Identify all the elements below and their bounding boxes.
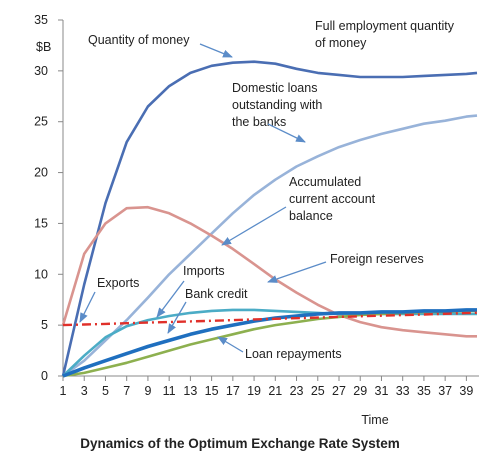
x-tick-label: 11: [163, 384, 176, 398]
y-tick-label: 20: [34, 166, 48, 180]
series-line: [62, 311, 478, 327]
x-tick-label: 9: [144, 384, 151, 398]
x-tick-label: 29: [353, 384, 367, 398]
annotation: Exports: [97, 276, 139, 290]
x-tick-label: 25: [311, 384, 325, 398]
y-tick-label: 30: [34, 64, 48, 78]
x-tick-label: 3: [81, 384, 88, 398]
annotation: Quantity of money: [88, 33, 190, 47]
annotation-arrow: [79, 291, 96, 323]
annotation-arrow: [217, 336, 244, 353]
annotation-arrow: [267, 123, 306, 143]
annotation: the banks: [232, 115, 286, 129]
y-tick-label: 15: [34, 216, 48, 230]
series-line: [62, 308, 477, 378]
y-axis-label: $B: [36, 40, 51, 54]
chart-title: Dynamics of the Optimum Exchange Rate Sy…: [80, 436, 400, 451]
y-tick-label: 35: [34, 13, 48, 27]
y-tick-label: 10: [34, 267, 48, 281]
x-tick-label: 31: [375, 384, 389, 398]
annotation: Bank credit: [185, 287, 248, 301]
annotation: of money: [315, 36, 367, 50]
y-tick-label: 5: [41, 318, 48, 332]
x-tick-label: 23: [290, 384, 304, 398]
series-line: [61, 205, 477, 338]
x-tick-label: 27: [332, 384, 346, 398]
annotation: current account: [289, 192, 376, 206]
series-line: [61, 60, 478, 377]
x-tick-label: 19: [247, 384, 261, 398]
series-line: [62, 114, 478, 378]
annotation: balance: [289, 209, 333, 223]
x-axis-label: Time: [361, 413, 388, 427]
x-tick-label: 39: [459, 384, 473, 398]
x-tick-label: 37: [438, 384, 452, 398]
x-tick-label: 21: [268, 384, 282, 398]
annotation: outstanding with: [232, 98, 322, 112]
annotation-arrow: [267, 261, 327, 283]
annotation-arrow: [221, 206, 287, 246]
annotation-arrow: [167, 301, 187, 334]
x-tick-label: 35: [417, 384, 431, 398]
x-tick-label: 33: [396, 384, 410, 398]
annotation-arrow: [156, 280, 185, 318]
x-tick-label: 15: [205, 384, 219, 398]
x-tick-label: 13: [183, 384, 197, 398]
y-tick-label: 0: [41, 369, 48, 383]
annotation: Foreign reserves: [330, 252, 424, 266]
x-tick-label: 5: [102, 384, 109, 398]
annotation: Accumulated: [289, 175, 361, 189]
x-tick-label: 7: [123, 384, 130, 398]
annotation-arrow: [199, 43, 233, 58]
y-tick-label: 25: [34, 115, 48, 129]
annotation: Loan repayments: [245, 347, 342, 361]
annotation: Domestic loans: [232, 81, 317, 95]
annotation: Imports: [183, 264, 225, 278]
x-tick-label: 1: [60, 384, 67, 398]
x-tick-label: 17: [226, 384, 240, 398]
annotation: Full employment quantity: [315, 19, 455, 33]
